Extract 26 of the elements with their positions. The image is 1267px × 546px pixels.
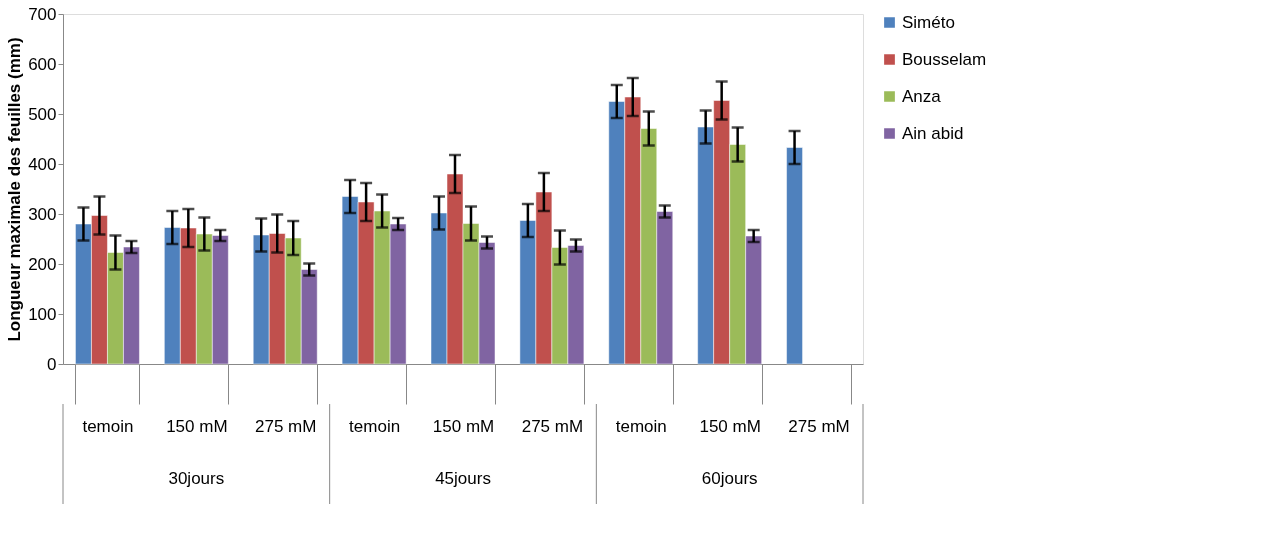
bar — [786, 147, 803, 365]
x-tick-label: 150 mM — [699, 416, 761, 436]
text: 45jours — [435, 469, 491, 488]
x-tick-label: 150 mM — [432, 416, 495, 436]
x-tick-label: temoin — [82, 416, 134, 436]
y-tick-label: 200 — [28, 254, 57, 274]
legend-label: Anza — [902, 86, 942, 106]
y-tick-label: 0 — [47, 354, 57, 374]
x-tick-label: temoin — [615, 416, 667, 436]
y-tick-label: 700 — [28, 4, 57, 24]
x-tick-label: temoin — [349, 416, 401, 436]
y-tick-label: 600 — [28, 54, 57, 74]
y-tick-label: 500 — [28, 104, 57, 124]
y-tick-label: 300 — [28, 204, 57, 224]
x-tick-label: 275 mM — [255, 416, 317, 436]
y-axis-title: Longueur maximale des feuilles (mm) — [5, 37, 25, 342]
x-tick-label: 275 mM — [521, 416, 584, 436]
text: 30jours — [168, 469, 225, 488]
x-tick-label: 275 mM — [788, 416, 850, 436]
legend-label: Siméto — [902, 12, 955, 32]
legend-label: Ain abid — [902, 123, 964, 143]
x-tick-label: 150 mM — [166, 416, 228, 436]
y-tick-label: 400 — [28, 154, 57, 174]
legend-label: Bousselam — [902, 49, 987, 69]
text: 60jours — [701, 469, 758, 488]
y-tick-label: 100 — [28, 304, 57, 324]
